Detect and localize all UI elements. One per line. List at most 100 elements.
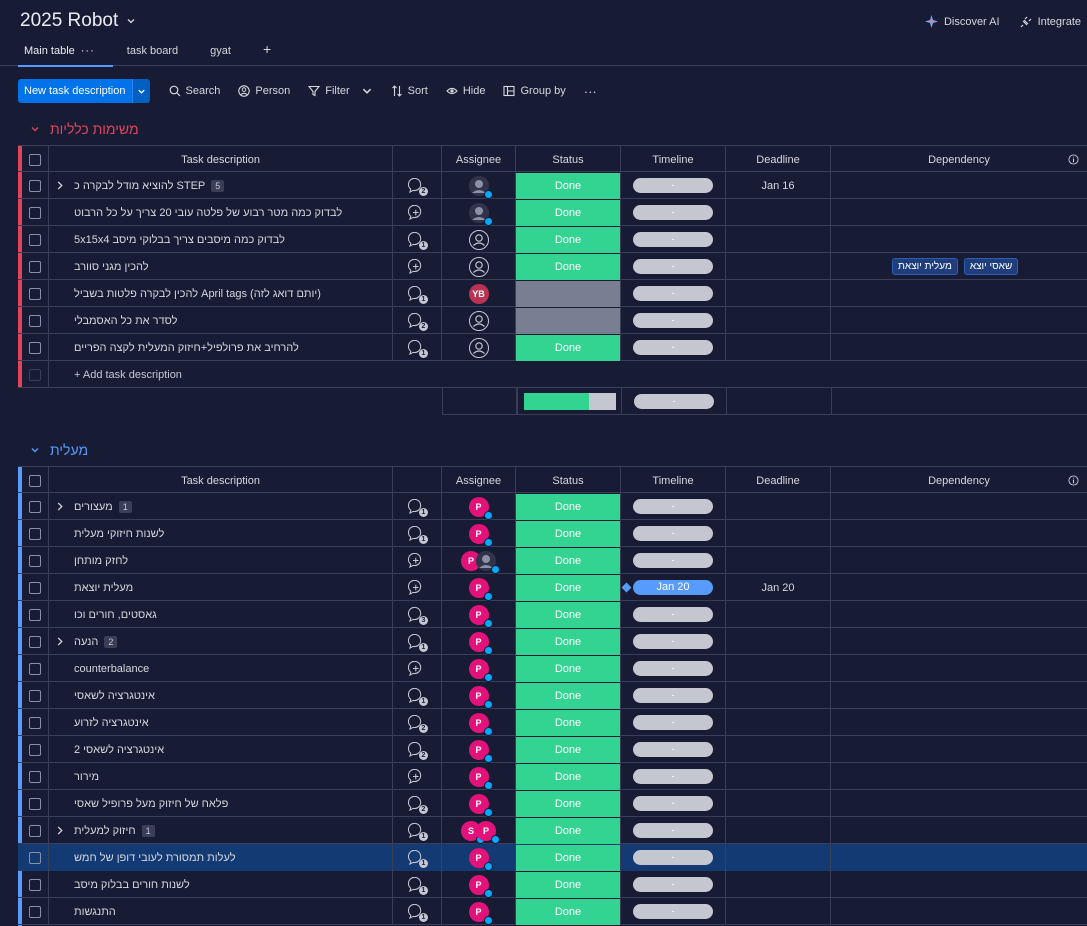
task-name[interactable]: מעלית יוצאת [74, 581, 134, 594]
timeline-pill[interactable]: - [633, 661, 713, 676]
task-name[interactable]: לבדוק כמה מטר רבוע של פלטה עובי 20 צריך … [74, 206, 343, 219]
status-label[interactable]: Done [516, 763, 620, 790]
dependency-cell[interactable] [831, 898, 1087, 925]
checkbox[interactable] [29, 341, 41, 354]
status-cell[interactable]: Done [516, 334, 621, 361]
status-cell[interactable] [516, 280, 621, 307]
updates-cell[interactable]: 1 [393, 334, 442, 361]
avatar[interactable]: YB [468, 283, 489, 304]
task-name[interactable]: לשנות חיזוקי מעלית [74, 527, 165, 540]
status-label[interactable]: Done [516, 334, 620, 361]
updates-cell[interactable] [393, 574, 442, 601]
task-cell[interactable]: לבדוק כמה מטר רבוע של פלטה עובי 20 צריך … [49, 199, 393, 226]
deadline-cell[interactable] [726, 736, 831, 763]
table-row[interactable]: 5x15x4 לבדוק כמה מיסבים צריך בבלוקי מיסב… [18, 226, 1087, 253]
status-cell[interactable]: Done [516, 736, 621, 763]
task-name[interactable]: 5x15x4 לבדוק כמה מיסבים צריך בבלוקי מיסב [74, 233, 285, 246]
timeline-cell[interactable]: - [621, 493, 726, 520]
table-row[interactable]: מעצורים 1 1 P Done - [18, 493, 1087, 520]
timeline-cell[interactable]: - [621, 817, 726, 844]
timeline-cell[interactable]: - [621, 280, 726, 307]
deadline-cell[interactable] [726, 655, 831, 682]
info-icon[interactable] [1068, 154, 1079, 165]
column-header-timeline[interactable]: Timeline [621, 467, 726, 494]
status-label[interactable]: Done [516, 601, 620, 628]
updates-cell[interactable]: 1 [393, 844, 442, 871]
updates-cell[interactable]: 1 [393, 520, 442, 547]
row-checkbox-cell[interactable] [22, 253, 49, 280]
timeline-cell[interactable]: - [621, 199, 726, 226]
timeline-cell[interactable]: - [621, 334, 726, 361]
checkbox[interactable] [29, 287, 41, 300]
avatar[interactable]: P [468, 604, 493, 628]
checkbox[interactable] [29, 153, 41, 166]
updates-cell[interactable]: 3 [393, 601, 442, 628]
table-row[interactable]: פלאח של חיזוק מעל פרופיל שאסי 2 P Done - [18, 790, 1087, 817]
dependency-cell[interactable] [831, 493, 1087, 520]
assignee-cell[interactable] [442, 172, 516, 199]
task-cell[interactable]: אינטגרציה לשאסי 2 [49, 736, 393, 763]
task-cell[interactable]: להכין לבקרה פלטות בשביל April tags (יותם… [49, 280, 393, 307]
dependency-cell[interactable] [831, 199, 1087, 226]
status-label[interactable]: Done [516, 682, 620, 709]
table-row[interactable]: התנגשות 1 P Done - [18, 898, 1087, 925]
timeline-pill[interactable]: - [633, 850, 713, 865]
checkbox[interactable] [29, 824, 41, 837]
dependency-cell[interactable] [831, 844, 1087, 871]
row-checkbox-cell[interactable] [22, 817, 49, 844]
dependency-cell[interactable] [831, 334, 1087, 361]
status-label[interactable]: Done [516, 898, 620, 925]
status-label[interactable]: Done [516, 199, 620, 226]
updates-cell[interactable]: 1 [393, 682, 442, 709]
select-all-checkbox-cell[interactable] [22, 146, 49, 173]
table-row[interactable]: לעלות תמסורת לעובי דופן של חמש 1 P Done - [18, 844, 1087, 871]
sort-button[interactable]: Sort [391, 85, 428, 97]
expand-subitems-icon[interactable] [56, 637, 64, 646]
avatar[interactable]: P [468, 523, 493, 547]
row-checkbox-cell[interactable] [22, 199, 49, 226]
dependency-cell[interactable] [831, 628, 1087, 655]
add-view-button[interactable]: + [262, 41, 272, 57]
dependency-cell[interactable] [831, 172, 1087, 199]
column-header-assignee[interactable]: Assignee [442, 467, 516, 494]
avatar[interactable]: P [468, 793, 493, 817]
row-checkbox-cell[interactable] [22, 682, 49, 709]
group-by-button[interactable]: Group by [503, 85, 566, 97]
timeline-cell[interactable]: - [621, 628, 726, 655]
checkbox[interactable] [29, 581, 41, 594]
assignee-cell[interactable] [442, 334, 516, 361]
timeline-pill[interactable]: - [633, 823, 713, 838]
assignee-cell[interactable]: P [442, 736, 516, 763]
task-cell[interactable]: מעצורים 1 [49, 493, 393, 520]
updates-cell[interactable] [393, 253, 442, 280]
timeline-cell[interactable]: - [621, 709, 726, 736]
avatar[interactable] [468, 337, 489, 358]
checkbox[interactable] [29, 851, 41, 864]
add-update-icon[interactable] [407, 204, 426, 221]
table-row[interactable]: לשנות חורים בבלוק מיסב 1 P Done - [18, 871, 1087, 898]
more-dots-icon[interactable]: ··· [80, 44, 95, 57]
row-checkbox-cell[interactable] [22, 871, 49, 898]
checkbox[interactable] [29, 527, 41, 540]
checkbox[interactable] [29, 608, 41, 621]
timeline-pill[interactable]: - [633, 634, 713, 649]
status-cell[interactable]: Done [516, 547, 621, 574]
status-cell[interactable]: Done [516, 682, 621, 709]
status-label[interactable]: Done [516, 226, 620, 253]
status-cell[interactable]: Done [516, 763, 621, 790]
status-label[interactable]: Done [516, 817, 620, 844]
row-checkbox-cell[interactable] [22, 493, 49, 520]
checkbox[interactable] [29, 500, 41, 513]
checkbox[interactable] [29, 314, 41, 327]
timeline-cell[interactable]: Jan 20 [621, 574, 726, 601]
dependency-cell[interactable] [831, 709, 1087, 736]
task-name[interactable]: לעלות תמסורת לעובי דופן של חמש [74, 851, 236, 864]
task-name[interactable]: להוציא מודל לבקרה כ STEP [74, 179, 206, 192]
table-row[interactable]: להכין מגני סוורב Done - מעלית יוצאת שאסי יוצ… [18, 253, 1087, 280]
table-row[interactable]: להרחיב את פרולפיל+חיזוק המעלית לקצה הפרי… [18, 334, 1087, 361]
timeline-cell[interactable]: - [621, 736, 726, 763]
row-checkbox-cell[interactable] [22, 736, 49, 763]
discover-ai-button[interactable]: Discover AI [924, 15, 1000, 28]
dependency-cell[interactable] [831, 817, 1087, 844]
updates-icon[interactable]: 2 [407, 177, 428, 196]
